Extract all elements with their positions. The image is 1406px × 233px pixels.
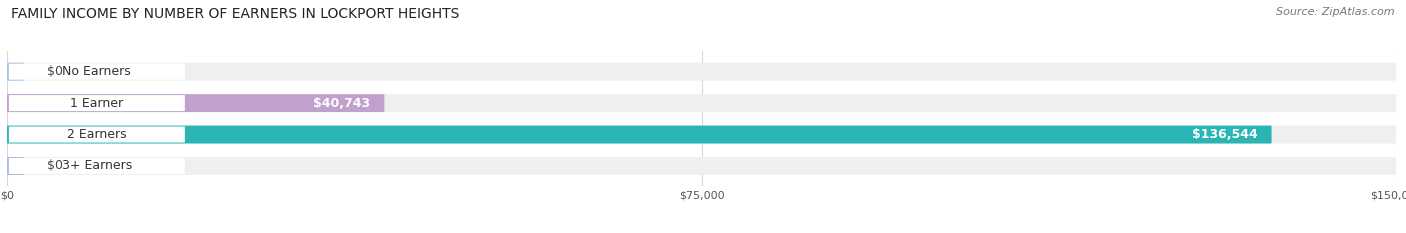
FancyBboxPatch shape	[8, 64, 184, 80]
Text: No Earners: No Earners	[62, 65, 131, 78]
FancyBboxPatch shape	[7, 126, 1396, 144]
Text: $40,743: $40,743	[314, 97, 370, 110]
FancyBboxPatch shape	[8, 158, 184, 174]
Text: $136,544: $136,544	[1192, 128, 1257, 141]
Text: Source: ZipAtlas.com: Source: ZipAtlas.com	[1277, 7, 1395, 17]
Text: 1 Earner: 1 Earner	[70, 97, 124, 110]
FancyBboxPatch shape	[8, 95, 184, 111]
FancyBboxPatch shape	[7, 157, 1396, 175]
Text: 2 Earners: 2 Earners	[67, 128, 127, 141]
FancyBboxPatch shape	[7, 94, 1396, 112]
FancyBboxPatch shape	[7, 94, 384, 112]
Text: 3+ Earners: 3+ Earners	[62, 159, 132, 172]
FancyBboxPatch shape	[7, 126, 1271, 144]
Text: FAMILY INCOME BY NUMBER OF EARNERS IN LOCKPORT HEIGHTS: FAMILY INCOME BY NUMBER OF EARNERS IN LO…	[11, 7, 460, 21]
FancyBboxPatch shape	[7, 63, 1396, 81]
FancyBboxPatch shape	[8, 127, 184, 143]
Text: $0: $0	[46, 159, 63, 172]
Text: $0: $0	[46, 65, 63, 78]
FancyBboxPatch shape	[7, 63, 24, 81]
FancyBboxPatch shape	[7, 157, 24, 175]
